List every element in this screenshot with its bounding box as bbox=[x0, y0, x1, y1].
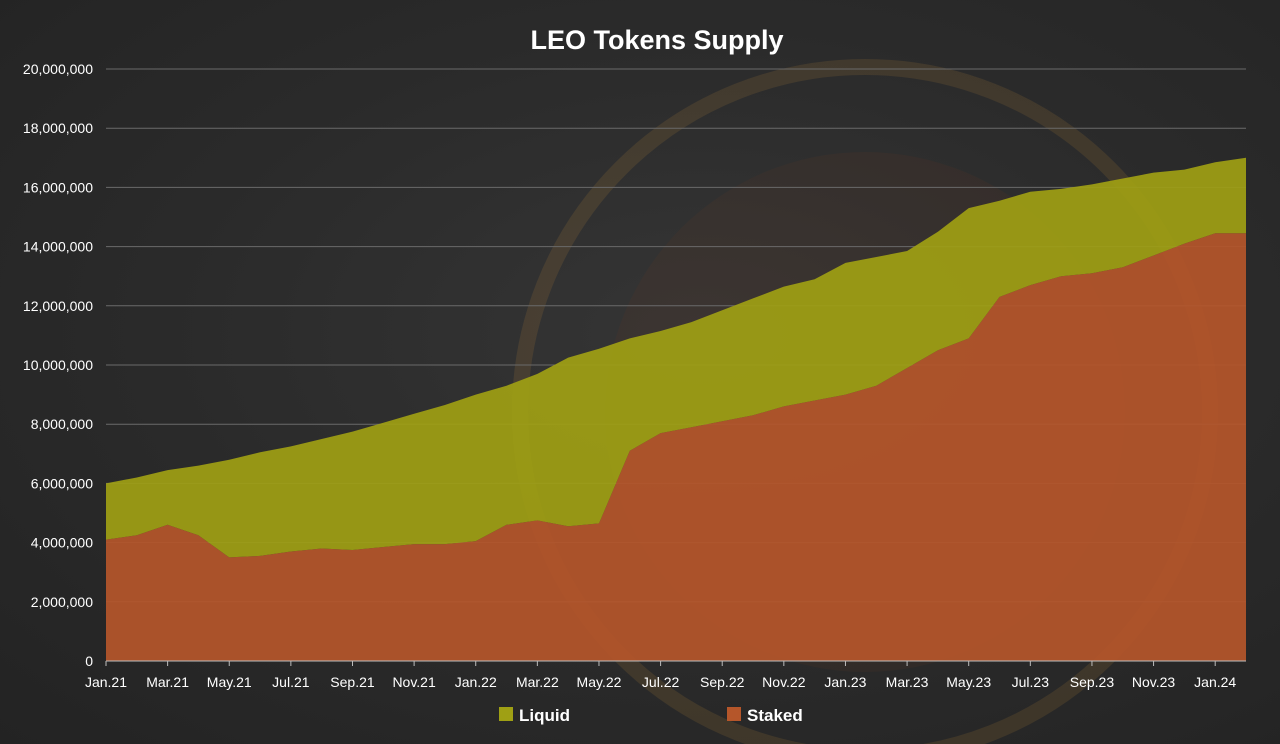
x-tick-label: Mar.21 bbox=[146, 674, 189, 690]
y-tick-label: 0 bbox=[85, 653, 93, 669]
y-tick-label: 16,000,000 bbox=[23, 179, 93, 195]
y-tick-label: 4,000,000 bbox=[31, 535, 93, 551]
y-tick-label: 8,000,000 bbox=[31, 416, 93, 432]
x-tick-label: May.22 bbox=[577, 674, 622, 690]
x-tick-label: Jul.21 bbox=[272, 674, 310, 690]
legend-swatch-staked bbox=[727, 707, 741, 721]
area-staked bbox=[106, 233, 1246, 662]
x-tick-label: Sep.22 bbox=[700, 674, 745, 690]
x-tick-label: Jul.23 bbox=[1012, 674, 1050, 690]
chart-title: LEO Tokens Supply bbox=[530, 25, 783, 55]
x-tick-label: Nov.21 bbox=[392, 674, 436, 690]
x-tick-label: Jan.24 bbox=[1194, 674, 1236, 690]
x-tick-label: May.21 bbox=[207, 674, 252, 690]
legend-label-liquid: Liquid bbox=[519, 706, 570, 725]
x-tick-label: Jul.22 bbox=[642, 674, 680, 690]
x-tick-label: Nov.22 bbox=[762, 674, 806, 690]
x-tick-label: Jan.23 bbox=[824, 674, 866, 690]
y-tick-label: 14,000,000 bbox=[23, 239, 93, 255]
legend-label-staked: Staked bbox=[747, 706, 803, 725]
x-axis-ticks: Jan.21 Mar.21 May.21 Jul.21 Sep.21 Nov.21 Jan.… bbox=[85, 661, 1236, 690]
x-tick-label: Nov.23 bbox=[1132, 674, 1176, 690]
x-tick-label: Mar.22 bbox=[516, 674, 559, 690]
area-liquid bbox=[106, 157, 1246, 558]
x-tick-label: Mar.23 bbox=[886, 674, 929, 690]
x-tick-label: May.23 bbox=[946, 674, 991, 690]
legend-swatch-liquid bbox=[499, 707, 513, 721]
x-tick-label: Sep.21 bbox=[330, 674, 375, 690]
x-tick-label: Sep.23 bbox=[1070, 674, 1115, 690]
x-tick-label: Jan.22 bbox=[455, 674, 497, 690]
area-series bbox=[106, 157, 1246, 662]
y-tick-label: 18,000,000 bbox=[23, 120, 93, 136]
y-tick-label: 20,000,000 bbox=[23, 61, 93, 77]
y-tick-label: 12,000,000 bbox=[23, 298, 93, 314]
y-tick-label: 2,000,000 bbox=[31, 594, 93, 610]
y-axis-ticks: 0 2,000,000 4,000,000 6,000,000 8,000,000 10,… bbox=[23, 61, 93, 669]
x-tick-label: Jan.21 bbox=[85, 674, 127, 690]
y-tick-label: 6,000,000 bbox=[31, 475, 93, 491]
y-tick-label: 10,000,000 bbox=[23, 357, 93, 373]
legend: Liquid Staked bbox=[499, 706, 803, 725]
